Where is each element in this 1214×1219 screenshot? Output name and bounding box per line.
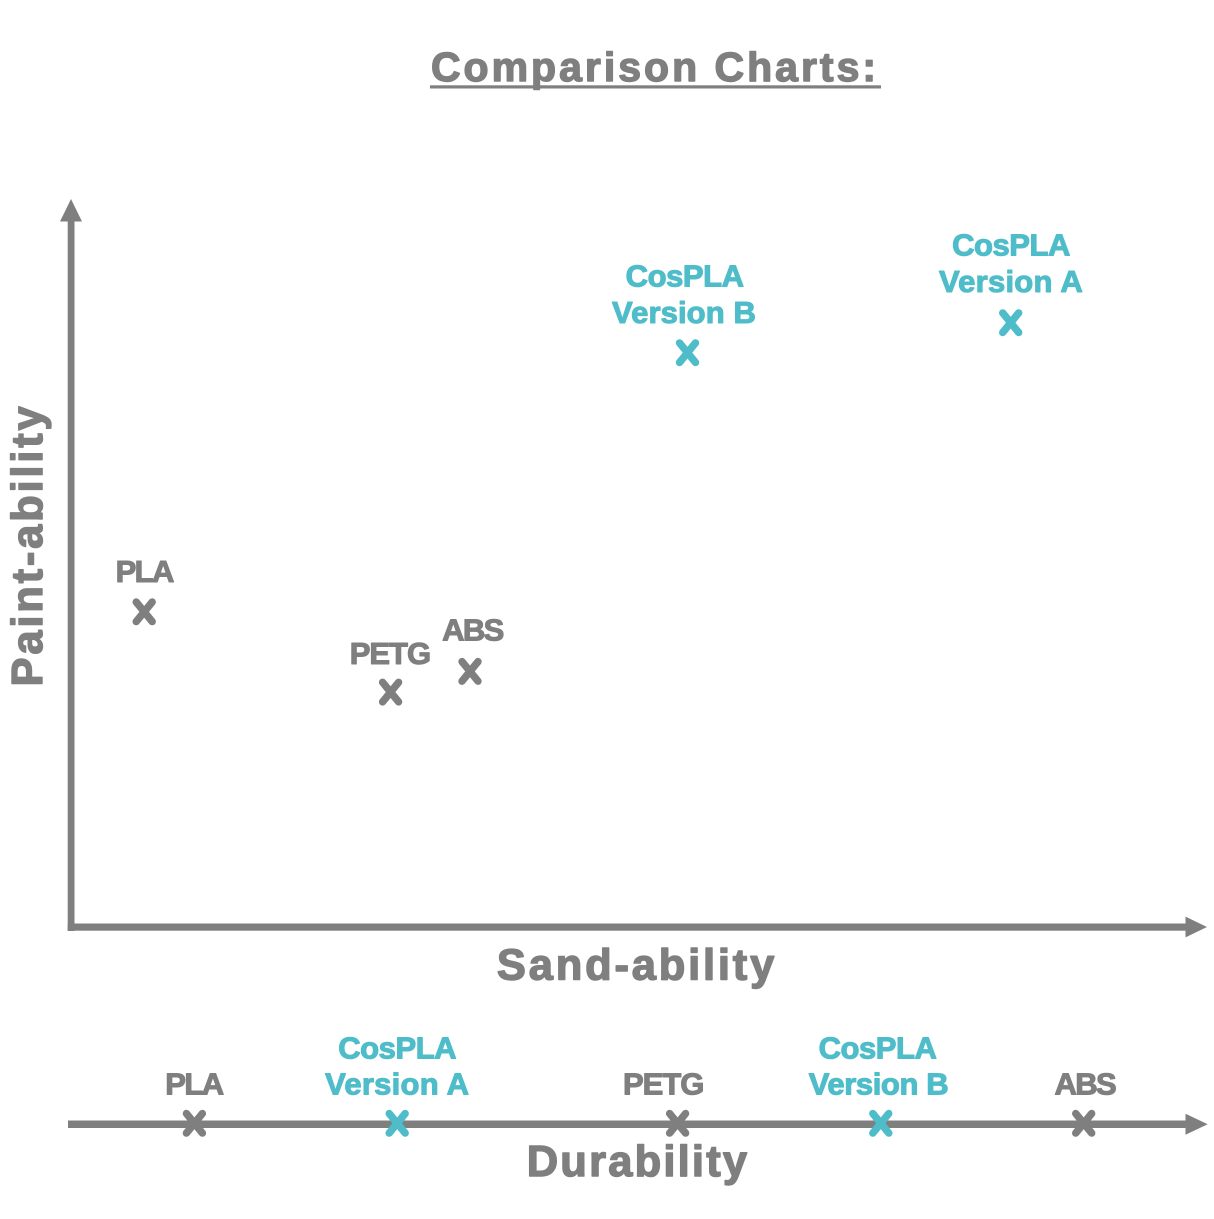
svg-text:Version B: Version B xyxy=(809,1066,948,1101)
svg-text:CosPLA: CosPLA xyxy=(819,1030,937,1065)
svg-text:CosPLA: CosPLA xyxy=(626,259,744,294)
svg-text:Durability: Durability xyxy=(527,1138,750,1186)
svg-text:ABS: ABS xyxy=(442,613,504,648)
svg-text:ABS: ABS xyxy=(1054,1066,1116,1101)
svg-text:PLA: PLA xyxy=(116,554,174,589)
svg-text:Sand-ability: Sand-ability xyxy=(497,942,777,990)
svg-text:Paint-ability: Paint-ability xyxy=(4,404,52,687)
svg-text:Version A: Version A xyxy=(939,264,1083,299)
svg-text:Version B: Version B xyxy=(612,295,756,330)
svg-text:PETG: PETG xyxy=(623,1066,703,1101)
svg-text:CosPLA: CosPLA xyxy=(338,1030,456,1065)
svg-text:CosPLA: CosPLA xyxy=(952,228,1070,263)
svg-text:Version A: Version A xyxy=(325,1066,469,1101)
svg-text:Comparison Charts:: Comparison Charts: xyxy=(431,44,879,90)
svg-text:PLA: PLA xyxy=(165,1066,223,1101)
svg-text:PETG: PETG xyxy=(350,636,430,671)
